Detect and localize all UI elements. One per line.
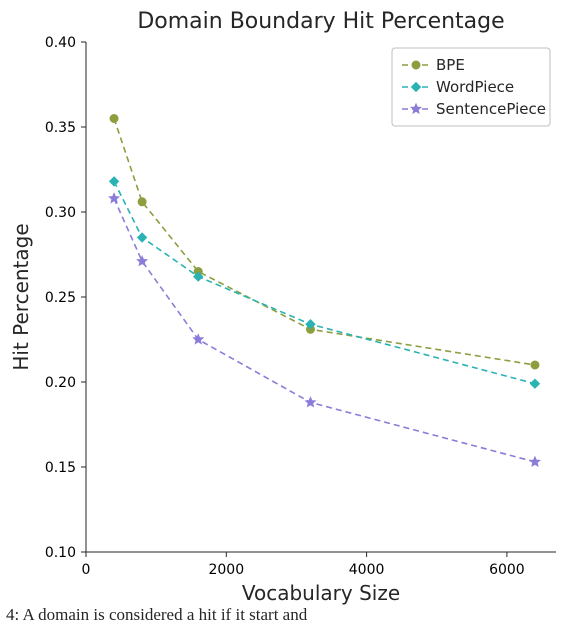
legend-label: SentencePiece: [436, 100, 546, 118]
y-tick-label: 0.15: [45, 460, 76, 476]
legend-marker: [412, 61, 420, 69]
x-tick-label: 0: [82, 562, 91, 578]
data-point: [531, 361, 539, 369]
y-tick-label: 0.25: [45, 290, 76, 306]
x-tick-label: 4000: [349, 562, 385, 578]
legend-label: WordPiece: [436, 78, 514, 96]
legend-label: BPE: [436, 56, 465, 74]
x-axis-label: Vocabulary Size: [242, 581, 400, 605]
legend: BPE WordPiece SentencePiece: [392, 48, 550, 126]
x-tick-label: 6000: [489, 562, 525, 578]
chart-container: 0 2000 4000 6000 0.10 0.15 0.20 0.25 0.30 0.35 0.4…: [0, 0, 580, 624]
y-tick-label: 0.20: [45, 375, 76, 391]
y-tick-label: 0.35: [45, 120, 76, 136]
y-axis-label: Hit Percentage: [9, 223, 33, 370]
data-point: [110, 115, 118, 123]
data-point: [138, 198, 146, 206]
y-tick-label: 0.30: [45, 205, 76, 221]
figure-caption: 4: A domain is considered a hit if it st…: [6, 605, 308, 624]
x-tick-label: 2000: [208, 562, 244, 578]
y-tick-label: 0.40: [45, 35, 76, 51]
line-chart: 0 2000 4000 6000 0.10 0.15 0.20 0.25 0.30 0.35 0.4…: [0, 0, 580, 624]
y-tick-label: 0.10: [45, 545, 76, 561]
chart-title: Domain Boundary Hit Percentage: [137, 9, 504, 34]
